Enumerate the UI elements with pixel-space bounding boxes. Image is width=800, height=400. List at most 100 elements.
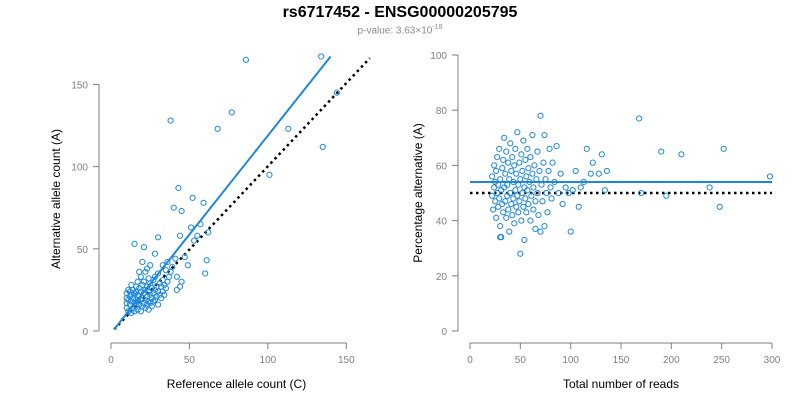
data-point [595, 170, 602, 177]
data-point [529, 170, 536, 177]
x-tick-label: 250 [713, 355, 730, 366]
data-point [515, 209, 522, 216]
x-tick-label: 150 [338, 355, 355, 366]
data-point [151, 250, 159, 257]
data-point [522, 195, 529, 202]
data-point [525, 200, 532, 208]
data-point [520, 137, 527, 144]
x-tick-label: 150 [613, 355, 630, 366]
data-point [539, 198, 546, 205]
data-point [524, 145, 531, 152]
x-tick-label: 300 [764, 355, 781, 366]
data-point [494, 189, 501, 197]
data-point [495, 203, 502, 210]
data-point [517, 250, 524, 257]
data-point [534, 148, 541, 155]
data-point [603, 167, 611, 175]
data-point [567, 228, 574, 235]
data-point [494, 154, 501, 161]
y-tick-label: 50 [77, 245, 89, 256]
data-point [159, 288, 166, 295]
data-point [136, 268, 143, 275]
data-point [154, 270, 162, 277]
data-point [716, 203, 723, 210]
data-point [158, 295, 165, 302]
data-point [511, 220, 518, 227]
data-point [175, 184, 182, 192]
data-point [497, 234, 504, 241]
data-point [548, 195, 555, 202]
y-tick-label: 0 [441, 327, 447, 338]
data-point [530, 184, 537, 191]
y-tick-label: 0 [82, 327, 88, 338]
data-point [492, 198, 499, 205]
data-point [507, 140, 514, 147]
data-point [150, 276, 157, 284]
data-point [663, 192, 670, 199]
data-point [154, 234, 162, 241]
x-tick-label: 0 [467, 355, 473, 366]
data-point [513, 203, 520, 210]
data-point [720, 145, 727, 152]
data-point [147, 291, 154, 298]
data-point [505, 206, 512, 213]
data-point [601, 187, 608, 194]
data-point [151, 296, 159, 303]
y-axis-title: Alternative allele count (A) [49, 129, 63, 269]
data-point [164, 278, 171, 285]
data-point [569, 187, 576, 194]
y-tick-label: 100 [71, 163, 88, 174]
data-point [518, 151, 525, 158]
y-tick-label: 20 [436, 272, 448, 283]
title-block: rs6717452 - ENSG00000205795 p-value: 3.6… [0, 0, 800, 37]
data-point [706, 184, 713, 191]
data-point [161, 281, 168, 289]
data-point [173, 273, 180, 280]
data-point [140, 244, 148, 251]
data-point [555, 189, 562, 197]
data-point [520, 203, 527, 210]
y-tick-label: 100 [430, 51, 447, 62]
data-point [508, 167, 515, 175]
data-point [519, 167, 526, 175]
data-point [189, 194, 196, 201]
y-tick-label: 40 [436, 217, 448, 228]
data-point [489, 192, 496, 199]
data-point [544, 209, 551, 216]
data-point [161, 291, 168, 298]
data-point [509, 211, 516, 219]
data-point [194, 232, 201, 239]
y-axis-title: Percentage alternative (A) [411, 123, 425, 262]
data-point [577, 184, 584, 191]
data-point [200, 199, 207, 206]
data-point [203, 257, 210, 264]
data-point [572, 167, 579, 175]
data-point [523, 173, 530, 180]
data-point [545, 167, 552, 175]
data-point [535, 211, 542, 219]
data-point [187, 224, 195, 231]
data-point [529, 131, 536, 139]
pvalue-text: p-value: 3.63×10 [357, 25, 433, 37]
data-point [242, 56, 250, 63]
data-point [534, 189, 541, 197]
data-point [162, 285, 170, 292]
data-point [502, 170, 509, 177]
data-point [490, 206, 497, 213]
data-point [549, 159, 556, 166]
data-point [137, 273, 144, 280]
data-point [143, 265, 151, 272]
data-point [501, 134, 508, 141]
data-point [543, 189, 550, 197]
data-point [532, 225, 539, 232]
data-point [154, 301, 162, 308]
x-tick-label: 50 [184, 355, 196, 366]
data-point [562, 184, 569, 191]
data-point [516, 159, 523, 166]
data-point [150, 298, 157, 305]
data-point [505, 159, 512, 166]
data-point [518, 217, 525, 224]
data-point [678, 151, 685, 158]
data-point [228, 109, 235, 116]
data-point [139, 258, 146, 266]
